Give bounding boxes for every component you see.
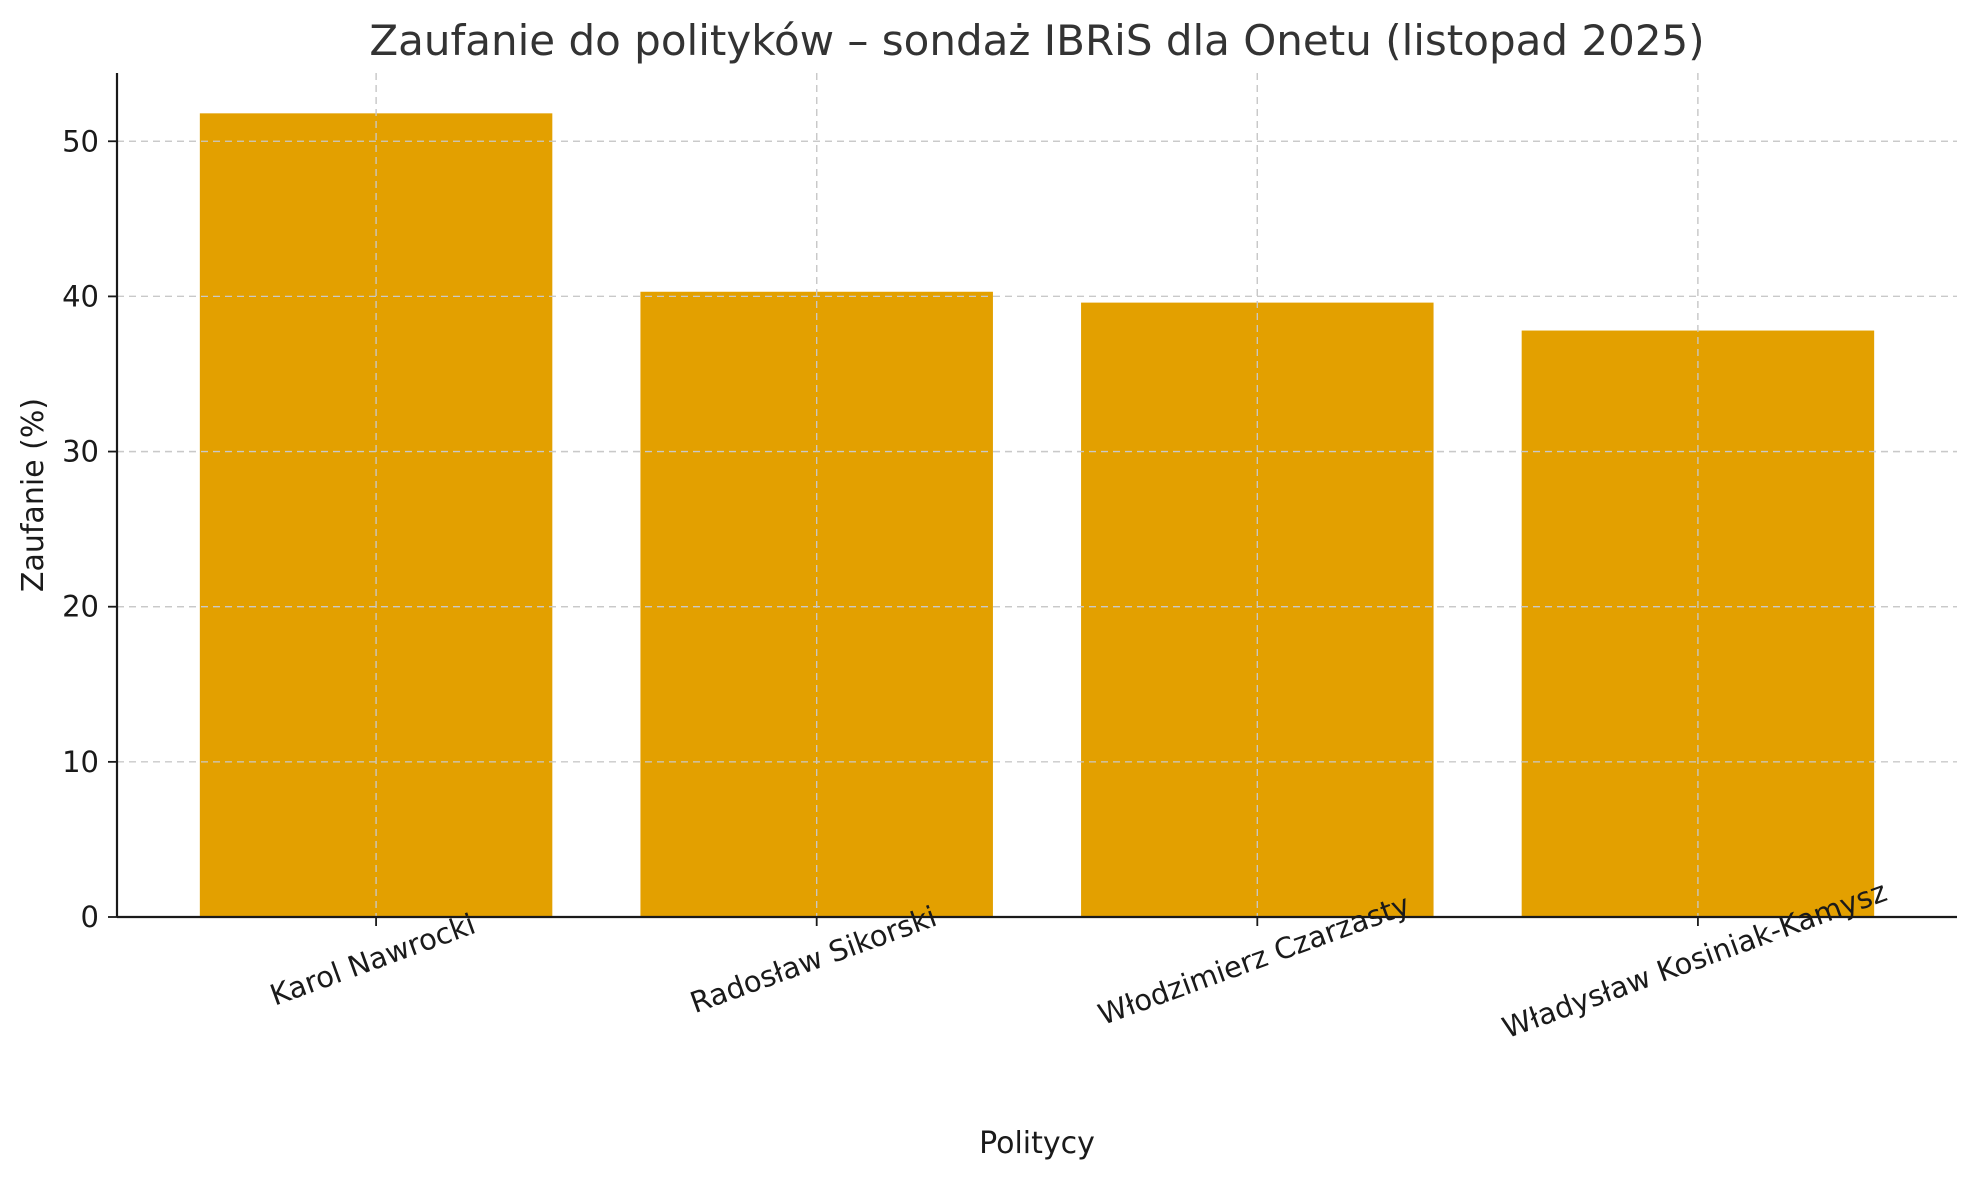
y-tick-label: 0 <box>81 900 99 934</box>
axes <box>115 73 1957 919</box>
bar <box>1081 302 1434 917</box>
y-tick-label: 30 <box>62 435 99 469</box>
y-tick-label: 40 <box>62 279 99 313</box>
y-tick-label: 10 <box>62 745 99 779</box>
x-tick-label: Karol Nawrocki <box>266 907 480 1013</box>
y-tick-label: 50 <box>62 124 99 158</box>
y-ticks: 0 10 20 30 40 50 <box>62 124 117 934</box>
y-tick-label: 20 <box>62 590 99 624</box>
bars <box>117 73 1957 918</box>
x-axis-label: Politycy <box>979 1126 1095 1161</box>
chart-title: Zaufanie do polityków – sondaż IBRiS dla… <box>369 16 1704 65</box>
y-axis-label: Zaufanie (%) <box>16 398 51 592</box>
